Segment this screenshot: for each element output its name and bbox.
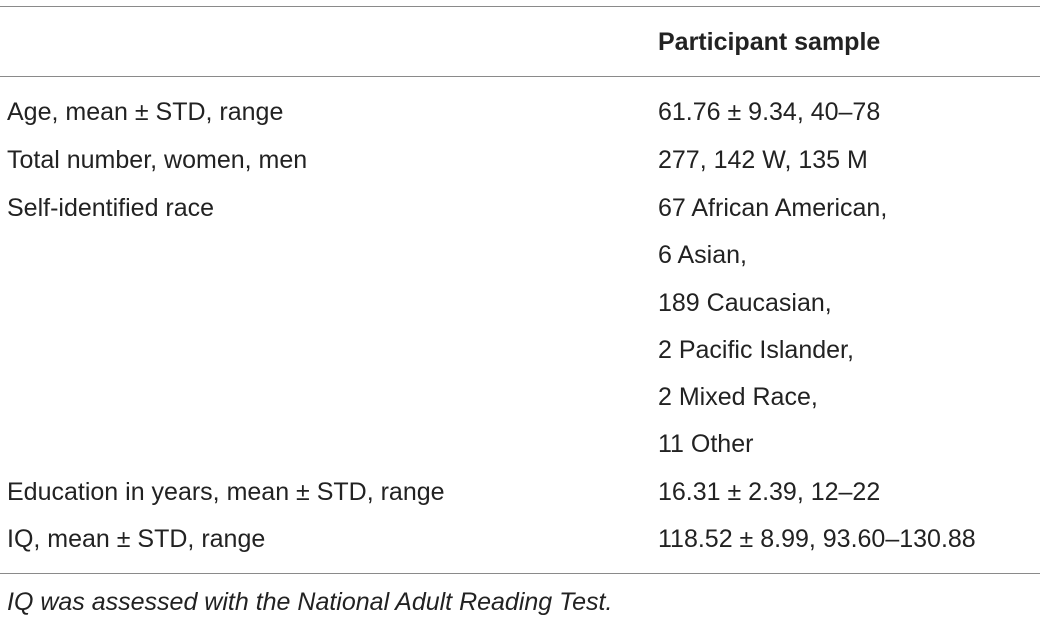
row-label-education: Education in years, mean ± STD, range — [7, 478, 445, 506]
row-value-race-line: 2 Pacific Islander, — [658, 336, 854, 364]
bottom-rule — [0, 573, 1040, 574]
top-rule — [0, 6, 1040, 7]
row-value-iq: 118.52 ± 8.99, 93.60–130.88 — [658, 525, 976, 553]
row-value-age: 61.76 ± 9.34, 40–78 — [658, 98, 881, 126]
row-value-total-number: 277, 142 W, 135 M — [658, 146, 868, 174]
row-value-race-line: 67 African American, — [658, 194, 888, 222]
table-footnote: IQ was assessed with the National Adult … — [7, 588, 613, 616]
row-value-race-line: 189 Caucasian, — [658, 289, 832, 317]
row-label-total-number: Total number, women, men — [7, 146, 308, 174]
row-label-age: Age, mean ± STD, range — [7, 98, 284, 126]
row-value-race-line: 2 Mixed Race, — [658, 383, 818, 411]
row-label-race: Self-identified race — [7, 194, 215, 222]
row-value-race-line: 11 Other — [658, 430, 754, 458]
row-value-education: 16.31 ± 2.39, 12–22 — [658, 478, 881, 506]
header-rule — [0, 76, 1040, 77]
column-header-participant-sample: Participant sample — [658, 28, 881, 56]
row-label-iq: IQ, mean ± STD, range — [7, 525, 266, 553]
row-value-race-line: 6 Asian, — [658, 241, 747, 269]
